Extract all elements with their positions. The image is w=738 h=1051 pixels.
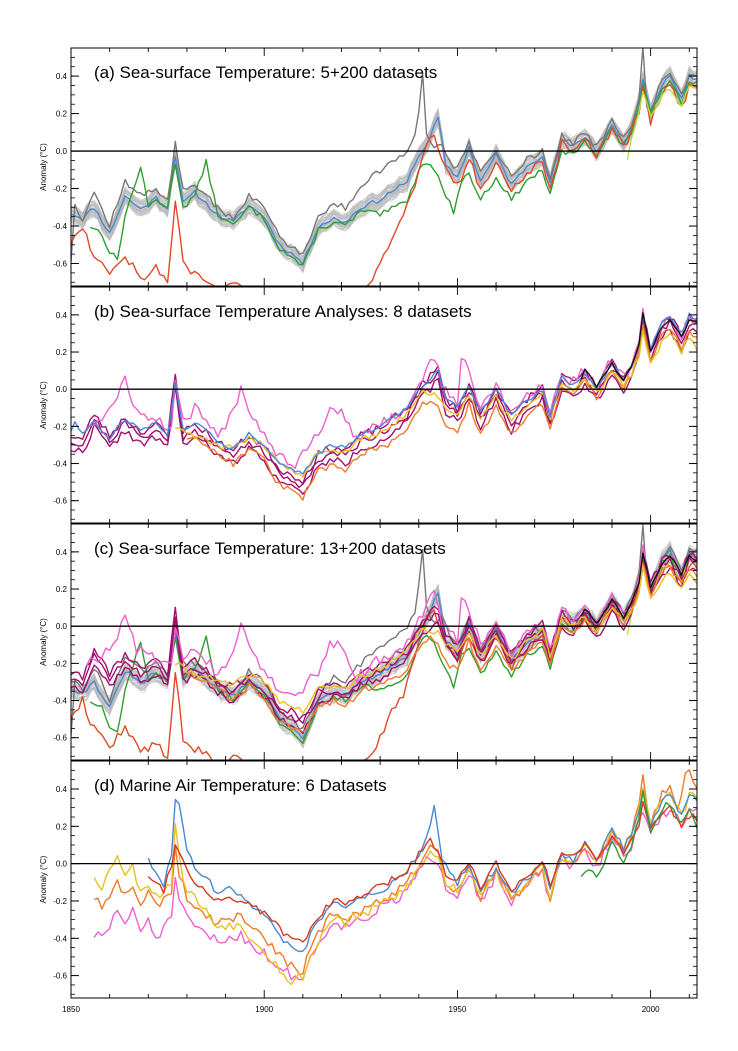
panel-title: (a) Sea-surface Temperature: 5+200 datas… xyxy=(94,63,437,82)
y-axis-label: Anomaly (°C) xyxy=(39,143,48,191)
y-tick-label: -0.6 xyxy=(53,497,67,506)
series-line-5 xyxy=(580,789,697,878)
series-line-3 xyxy=(147,791,697,953)
y-tick-label: -0.2 xyxy=(53,185,67,194)
y-tick-label: 0.4 xyxy=(56,72,68,81)
x-tick-label: 1850 xyxy=(62,1005,80,1014)
series-line-4 xyxy=(186,323,697,501)
series-line-0 xyxy=(93,807,697,981)
panel-d: -0.6 -0.4 -0.2 0.0 0.2 0.4 1850 1900 1950 2000 Ano… xyxy=(39,760,698,1014)
series-line-2 xyxy=(89,553,697,744)
panels: -0.6 -0.4 -0.2 0.0 0.2 0.4 Anomaly (°C) (a) Sea… xyxy=(39,47,698,1014)
y-tick-label: -0.2 xyxy=(53,659,67,668)
panel-a: -0.6 -0.4 -0.2 0.0 0.2 0.4 Anomaly (°C) (a) Sea… xyxy=(39,47,698,287)
y-axis-label: Anomaly (°C) xyxy=(39,618,48,666)
plot-area xyxy=(71,307,697,501)
panel-title: (b) Sea-surface Temperature Analyses: 8 … xyxy=(94,302,472,321)
y-tick-label: 0.0 xyxy=(56,147,68,156)
panel-title: (c) Sea-surface Temperature: 13+200 data… xyxy=(94,539,446,558)
y-tick-label: -0.6 xyxy=(53,734,67,743)
y-tick-label: -0.6 xyxy=(53,972,67,981)
y-tick-label: -0.4 xyxy=(53,460,67,469)
series-line-4 xyxy=(626,85,697,160)
y-tick-label: 0.2 xyxy=(56,110,68,119)
panel-c: -0.6 -0.4 -0.2 0.0 0.2 0.4 Anomaly (°C) (c) Sea… xyxy=(39,523,698,761)
y-axis-label: Anomaly (°C) xyxy=(39,381,48,429)
y-tick-label: 0.2 xyxy=(56,585,68,594)
series-line-10 xyxy=(174,565,697,715)
y-tick-label: -0.4 xyxy=(53,697,67,706)
panel-frame xyxy=(70,760,698,999)
y-tick-label: -0.2 xyxy=(53,897,67,906)
y-tick-label: -0.4 xyxy=(53,222,67,231)
panel-frame xyxy=(70,286,698,524)
panel-frame xyxy=(70,47,698,287)
y-tick-label: 0.4 xyxy=(56,548,68,557)
series-line-7 xyxy=(71,550,697,721)
y-tick-label: 0.0 xyxy=(56,860,68,869)
series-line-9 xyxy=(186,562,697,733)
y-tick-label: 0.4 xyxy=(56,785,68,794)
series-line-6 xyxy=(71,312,697,475)
series-line-7 xyxy=(580,312,697,388)
y-tick-label: -0.4 xyxy=(53,934,67,943)
y-tick-label: 0.2 xyxy=(56,348,68,357)
y-axis-label: Anomaly (°C) xyxy=(39,855,48,903)
series-line-11 xyxy=(580,552,697,624)
panel-title: (d) Marine Air Temperature: 6 Datasets xyxy=(94,776,387,795)
series-line-4 xyxy=(147,800,697,943)
series-line-3 xyxy=(71,83,697,286)
x-tick-label: 1950 xyxy=(449,1005,467,1014)
y-tick-label: 0.4 xyxy=(56,311,68,320)
panel-b: -0.6 -0.4 -0.2 0.0 0.2 0.4 Anomaly (°C) (b) Sea… xyxy=(39,286,698,524)
series-line-1 xyxy=(71,48,697,262)
y-tick-label: 0.2 xyxy=(56,822,68,831)
y-tick-label: -0.2 xyxy=(53,422,67,431)
panel-frame xyxy=(70,523,698,761)
x-tick-label: 1900 xyxy=(255,1005,273,1014)
y-tick-label: 0.0 xyxy=(56,385,68,394)
x-tick-label: 2000 xyxy=(642,1005,660,1014)
y-tick-label: -0.6 xyxy=(53,260,67,269)
ensemble-member-line xyxy=(71,67,697,260)
series-line-0 xyxy=(71,73,697,266)
y-tick-label: 0.0 xyxy=(56,622,68,631)
series-line-6 xyxy=(71,566,697,735)
series-line-2 xyxy=(90,80,697,266)
